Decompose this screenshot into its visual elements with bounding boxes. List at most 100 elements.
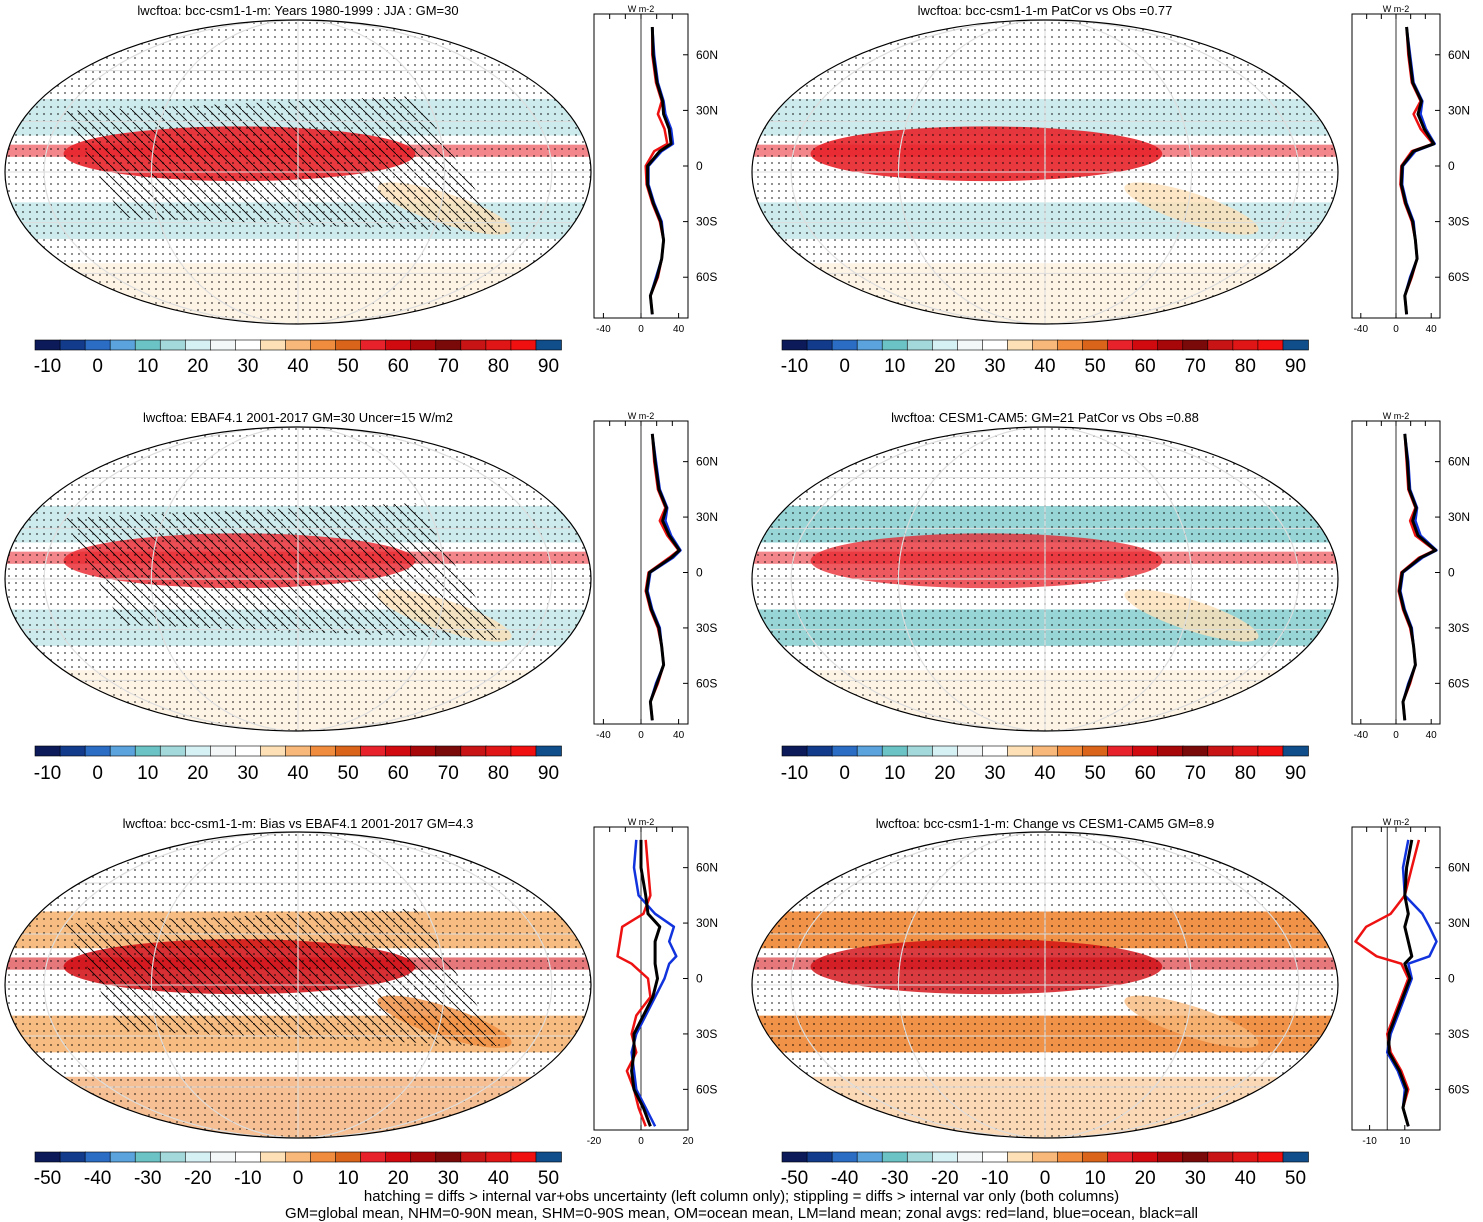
colorbar-box <box>461 1152 487 1162</box>
profile-lat-label: 30S <box>696 621 717 635</box>
colorbar-tick-label: 0 <box>839 763 850 784</box>
map-title: lwcftoa: CESM1-CAM5: GM=21 PatCor vs Obs… <box>891 410 1199 425</box>
profile-lat-label: 30S <box>696 215 717 229</box>
profile-lat-label: 30S <box>1448 1027 1469 1041</box>
colorbar-box <box>1258 746 1284 756</box>
colorbar-box <box>1233 746 1259 756</box>
profile-x-tick-label: 0 <box>638 730 644 741</box>
colorbar-box <box>1108 340 1134 350</box>
all-series <box>647 434 680 720</box>
colorbar-tick-label: 60 <box>388 763 409 784</box>
colorbar-tick-label: -20 <box>931 1168 958 1189</box>
profile-x-tick-label: 40 <box>1426 730 1438 741</box>
panel-2: lwcftoa: bcc-csm1-1-m PatCor vs Obs =0.7… <box>752 3 1470 377</box>
colorbar-box <box>1108 746 1134 756</box>
profile-lat-label: 60N <box>696 861 718 875</box>
colorbar-box <box>110 340 136 350</box>
colorbar-box <box>1283 746 1309 756</box>
profile-lat-label: 0 <box>1448 972 1455 986</box>
colorbar-box <box>436 1152 462 1162</box>
colorbar-tick-label: -10 <box>981 1168 1008 1189</box>
colorbar-box <box>932 746 958 756</box>
profile-lat-label: 60S <box>1448 676 1469 690</box>
profile-x-tick-label: -40 <box>1354 324 1369 335</box>
colorbar-box <box>285 746 311 756</box>
colorbar-box <box>1233 1152 1259 1162</box>
colorbar-box <box>1208 340 1234 350</box>
colorbar-box <box>235 340 261 350</box>
colorbar-box <box>511 340 537 350</box>
colorbar-tick-label: 20 <box>934 763 955 784</box>
colorbar-box <box>1283 340 1309 350</box>
profile-lat-label: 0 <box>696 972 703 986</box>
colorbar-tick-label: 30 <box>984 763 1005 784</box>
colorbar-box <box>260 746 286 756</box>
profile-lat-label: 30N <box>696 916 718 930</box>
profile-lat-label: 60S <box>696 1082 717 1096</box>
map-field <box>5 427 591 731</box>
colorbar-box <box>782 340 808 350</box>
map-field <box>5 832 591 1138</box>
colorbar-box <box>536 746 562 756</box>
colorbar-tick-label: -10 <box>234 1168 261 1189</box>
colorbar-box <box>210 746 236 756</box>
colorbar-box <box>1058 746 1084 756</box>
colorbar-tick-label: 50 <box>1285 1168 1306 1189</box>
colorbar-box <box>311 340 337 350</box>
colorbar-tick-label: 30 <box>237 763 258 784</box>
map-title: lwcftoa: EBAF4.1 2001-2017 GM=30 Uncer=1… <box>143 410 453 425</box>
colorbar-box <box>210 1152 236 1162</box>
colorbar-box <box>536 1152 562 1162</box>
profile-lat-label: 30N <box>1448 510 1470 524</box>
colorbar-tick-label: 60 <box>1135 356 1156 377</box>
colorbar-box <box>160 1152 186 1162</box>
colorbar-tick-label: 50 <box>338 356 359 377</box>
colorbar-box <box>1007 340 1033 350</box>
colorbar-box <box>1183 746 1209 756</box>
colorbar-box <box>782 746 808 756</box>
colorbar-tick-label: 10 <box>884 763 905 784</box>
colorbar-box <box>135 746 161 756</box>
profile-lat-label: 0 <box>696 159 703 173</box>
colorbar-tick-label: 10 <box>338 1168 359 1189</box>
colorbar-box <box>311 1152 337 1162</box>
colorbar-box <box>1007 746 1033 756</box>
profile-lat-label: 60N <box>1448 48 1470 62</box>
colorbar-tick-label: 80 <box>1235 356 1256 377</box>
colorbar-box <box>1208 1152 1234 1162</box>
colorbar-tick-label: 50 <box>1085 356 1106 377</box>
colorbar-box <box>35 1152 61 1162</box>
profile-lat-label: 60N <box>1448 455 1470 469</box>
colorbar-box <box>486 1152 512 1162</box>
colorbar-box <box>185 1152 211 1162</box>
colorbar-tick-label: 10 <box>137 356 158 377</box>
colorbar-box <box>461 340 487 350</box>
profile-unit: W m-2 <box>628 817 655 827</box>
colorbar-box <box>386 746 412 756</box>
colorbar-tick-label: 40 <box>1034 356 1055 377</box>
colorbar-box <box>1032 340 1058 350</box>
colorbar-box <box>907 340 933 350</box>
colorbar-tick-label: -40 <box>84 1168 111 1189</box>
colorbar-tick-label: -10 <box>781 356 808 377</box>
colorbar-tick-label: 30 <box>1185 1168 1206 1189</box>
colorbar-tick-label: -10 <box>781 763 808 784</box>
colorbar-box <box>35 340 61 350</box>
colorbar-box <box>336 340 362 350</box>
colorbar-box <box>461 746 487 756</box>
colorbar-tick-label: 60 <box>388 356 409 377</box>
colorbar-box <box>832 1152 858 1162</box>
profile-x-tick-label: 40 <box>673 324 685 335</box>
profile-lat-label: 30N <box>1448 103 1470 117</box>
panel-5: lwcftoa: bcc-csm1-1-m: Bias vs EBAF4.1 2… <box>5 816 718 1189</box>
colorbar-box <box>336 746 362 756</box>
colorbar-box <box>1258 340 1284 350</box>
profile-lat-label: 60S <box>1448 270 1469 284</box>
profile-x-tick-label: -40 <box>596 324 611 335</box>
colorbar-box <box>782 1152 808 1162</box>
colorbar-box <box>361 1152 387 1162</box>
footer-line-1: hatching = diffs > internal var+obs unce… <box>0 1189 1483 1205</box>
